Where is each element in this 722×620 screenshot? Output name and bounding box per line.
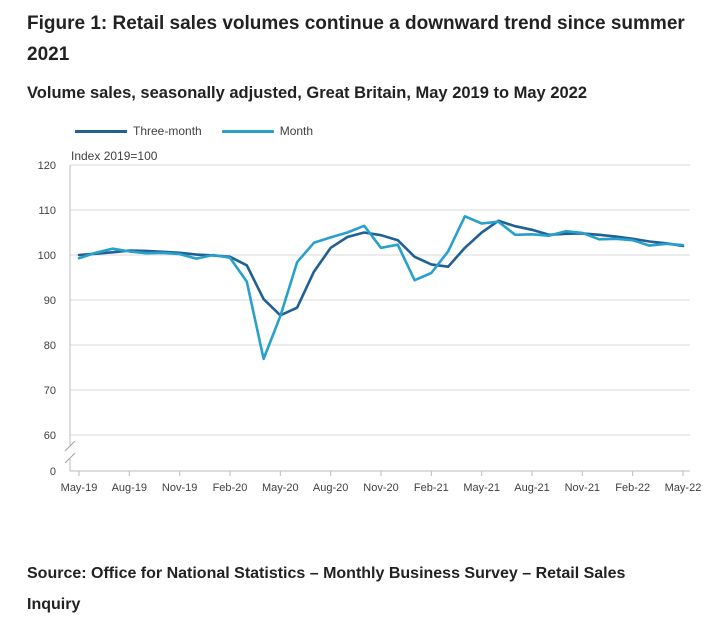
series-line-month <box>77 215 685 361</box>
chart-legend: Three-month Month <box>75 123 333 139</box>
x-tick-label-Nov-20: Nov-20 <box>363 482 398 494</box>
source-note: Source: Office for National Statistics –… <box>27 565 626 613</box>
axes: Index 2019=100 120 110 100 90 80 70 60 0 May-19 A… <box>38 149 702 494</box>
x-tick-label-Aug-21: Aug-21 <box>514 482 549 494</box>
legend-item-three-month[interactable]: Three-month <box>75 124 202 138</box>
legend-item-month[interactable]: Month <box>221 124 314 138</box>
chart-subtitle: Volume sales, seasonally adjusted, Great… <box>27 84 588 102</box>
series-line-three-month <box>77 219 685 317</box>
y-axis-label: Index 2019=100 <box>71 149 158 163</box>
legend-swatch-month <box>221 129 274 133</box>
y-tick-label-110: 110 <box>38 205 56 217</box>
y-tick-label-60: 60 <box>44 430 56 442</box>
x-tick-label-May-20: May-20 <box>262 482 299 494</box>
legend-label-month: Month <box>279 124 314 138</box>
x-tick-label-Aug-19: Aug-19 <box>112 482 147 494</box>
x-tick-label-Nov-21: Nov-21 <box>565 482 600 494</box>
x-tick-label-Feb-22: Feb-22 <box>615 482 650 494</box>
x-tick-label-May-22: May-22 <box>665 482 702 494</box>
x-tick-label-Aug-20: Aug-20 <box>313 482 348 494</box>
x-tick-label-Nov-19: Nov-19 <box>162 482 197 494</box>
legend-swatch-three-month <box>75 129 127 133</box>
series-lines <box>77 215 685 361</box>
y-tick-label-80: 80 <box>44 340 56 352</box>
y-axis-break-mark-2 <box>64 452 76 464</box>
legend-label-three-month: Three-month <box>133 124 202 138</box>
y-axis-break-gap <box>62 445 78 459</box>
gridlines <box>70 164 690 436</box>
y-tick-label-70: 70 <box>44 385 56 397</box>
y-tick-label-120: 120 <box>38 160 56 172</box>
line-chart: Index 2019=100 120 110 100 90 80 70 60 0 May-19 A… <box>38 149 702 494</box>
x-tick-label-Feb-21: Feb-21 <box>414 482 449 494</box>
y-axis-break-mark-1 <box>64 440 76 452</box>
y-tick-label-90: 90 <box>44 295 56 307</box>
chart-title: Figure 1: Retail sales volumes continue … <box>27 13 685 65</box>
x-tick-label-Feb-20: Feb-20 <box>213 482 248 494</box>
y-tick-label-100: 100 <box>38 250 56 262</box>
x-tick-label-May-19: May-19 <box>61 482 98 494</box>
y-tick-label-zero: 0 <box>50 466 56 478</box>
x-tick-label-May-21: May-21 <box>463 482 500 494</box>
